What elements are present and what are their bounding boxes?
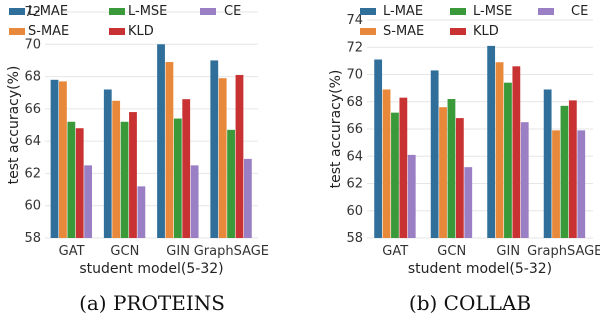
bar-s-mae-gin xyxy=(165,62,174,238)
bar-ce-gcn xyxy=(137,186,146,238)
bar-ce-gin xyxy=(190,165,199,238)
bar-kld-gcn xyxy=(129,112,137,238)
bar-kld-gin xyxy=(182,99,191,239)
x-tick-label: GraphSAGE xyxy=(527,244,600,259)
bar-ce-gcn xyxy=(464,167,473,238)
legend-label-l-mse: L-MSE xyxy=(473,4,512,19)
legend-label-kld: KLD xyxy=(473,24,499,39)
y-tick-label: 62 xyxy=(346,177,363,192)
legend-label-kld: KLD xyxy=(128,24,154,39)
bar-ce-graphsage xyxy=(243,158,252,238)
bar-kld-gin xyxy=(512,66,521,238)
y-axis-label: test accuracy(%) xyxy=(6,66,22,185)
y-tick-label: 58 xyxy=(24,231,41,246)
x-tick-label: GIN xyxy=(166,244,190,259)
bar-l-mse-gcn xyxy=(447,99,456,239)
legend-swatch-l-mae xyxy=(9,8,25,15)
bar-kld-gcn xyxy=(455,118,464,238)
legend-swatch-s-mae xyxy=(360,28,376,35)
legend-swatch-l-mae xyxy=(360,8,376,15)
bar-s-mae-gin xyxy=(495,62,504,238)
y-tick-label: 60 xyxy=(24,199,41,214)
bar-s-mae-graphsage xyxy=(218,78,227,238)
legend-swatch-ce xyxy=(200,8,216,15)
y-axis-label: test accuracy(%) xyxy=(328,70,344,189)
bar-l-mae-graphsage xyxy=(210,60,219,238)
legend-swatch-s-mae xyxy=(9,28,25,35)
x-tick-label: GCN xyxy=(110,244,139,259)
bar-l-mae-gcn xyxy=(103,89,112,238)
legend-label-ce: CE xyxy=(571,4,588,19)
y-tick-label: 62 xyxy=(24,166,41,181)
chart-collab: 58 60 62 64 66 68 70 72 74 GAT GCN GIN GraphSAGE stud… xyxy=(328,4,600,315)
y-tick-label: 70 xyxy=(346,68,363,83)
bar-l-mse-gat xyxy=(391,112,399,238)
legend-swatch-l-mse xyxy=(450,8,466,15)
legend-label-l-mae: L-MAE xyxy=(28,4,68,19)
bar-l-mse-graphsage xyxy=(227,129,235,238)
y-tick-label: 64 xyxy=(24,134,41,149)
bar-l-mse-gin xyxy=(173,118,182,238)
bar-l-mse-gat xyxy=(67,121,76,238)
y-tick-label: 64 xyxy=(346,149,363,164)
bar-ce-graphsage xyxy=(577,130,586,238)
legend-swatch-ce xyxy=(538,8,554,15)
bar-l-mae-gin xyxy=(487,45,496,239)
bar-l-mse-graphsage xyxy=(560,105,569,239)
y-tick-label: 68 xyxy=(346,95,363,110)
legend-swatch-kld xyxy=(109,28,125,35)
y-tick-label: 58 xyxy=(346,231,363,246)
legend-swatch-l-mse xyxy=(109,8,125,15)
legend-label-s-mae: S-MAE xyxy=(28,24,69,39)
bar-s-mae-gcn xyxy=(112,100,121,239)
bar-l-mae-gat xyxy=(374,59,383,239)
bar-kld-gat xyxy=(399,97,408,238)
y-tick-label: 70 xyxy=(24,37,41,52)
y-tick-label: 60 xyxy=(346,204,363,219)
y-tick-label: 66 xyxy=(346,122,363,137)
legend-label-l-mae: L-MAE xyxy=(383,4,423,19)
legend-label-s-mae: S-MAE xyxy=(383,24,424,39)
bar-s-mae-gat xyxy=(382,89,391,238)
figure-caption: (a) PROTEINS xyxy=(79,291,225,315)
figure-caption: (b) COLLAB xyxy=(409,291,531,315)
x-axis-label: student model(5-32) xyxy=(408,261,552,277)
bar-l-mae-gcn xyxy=(430,70,439,238)
bar-s-mae-gat xyxy=(59,81,67,239)
bar-l-mse-gin xyxy=(504,82,512,238)
bar-ce-gin xyxy=(520,122,529,238)
legend-swatch-kld xyxy=(450,28,466,35)
chart-proteins: 58 60 62 64 66 68 70 72 GAT GCN GIN GraphSAGE studen… xyxy=(6,4,269,315)
bar-kld-graphsage xyxy=(235,74,244,238)
y-tick-label: 68 xyxy=(24,70,41,85)
x-tick-label: GCN xyxy=(437,244,466,259)
bar-l-mae-graphsage xyxy=(543,89,552,238)
bar-kld-graphsage xyxy=(568,100,577,238)
bar-ce-gat xyxy=(84,165,93,238)
bar-l-mae-gin xyxy=(157,44,165,239)
y-tick-label: 72 xyxy=(346,40,363,55)
y-tick-label: 72 xyxy=(24,5,41,20)
legend-label-l-mse: L-MSE xyxy=(128,4,167,19)
x-tick-label: GAT xyxy=(59,244,85,259)
bar-l-mse-gcn xyxy=(120,121,129,238)
bar-s-mae-graphsage xyxy=(552,130,560,238)
bar-kld-gat xyxy=(75,128,84,238)
x-tick-label: GAT xyxy=(382,244,408,259)
x-axis-label: student model(5-32) xyxy=(79,261,223,277)
bar-ce-gat xyxy=(407,154,416,238)
y-tick-label: 66 xyxy=(24,102,41,117)
bar-l-mae-gat xyxy=(50,79,59,238)
legend-label-ce: CE xyxy=(224,4,241,19)
x-tick-label: GIN xyxy=(496,244,520,259)
bar-s-mae-gcn xyxy=(439,107,447,238)
y-tick-label: 74 xyxy=(346,13,363,28)
x-tick-label: GraphSAGE xyxy=(194,244,269,259)
